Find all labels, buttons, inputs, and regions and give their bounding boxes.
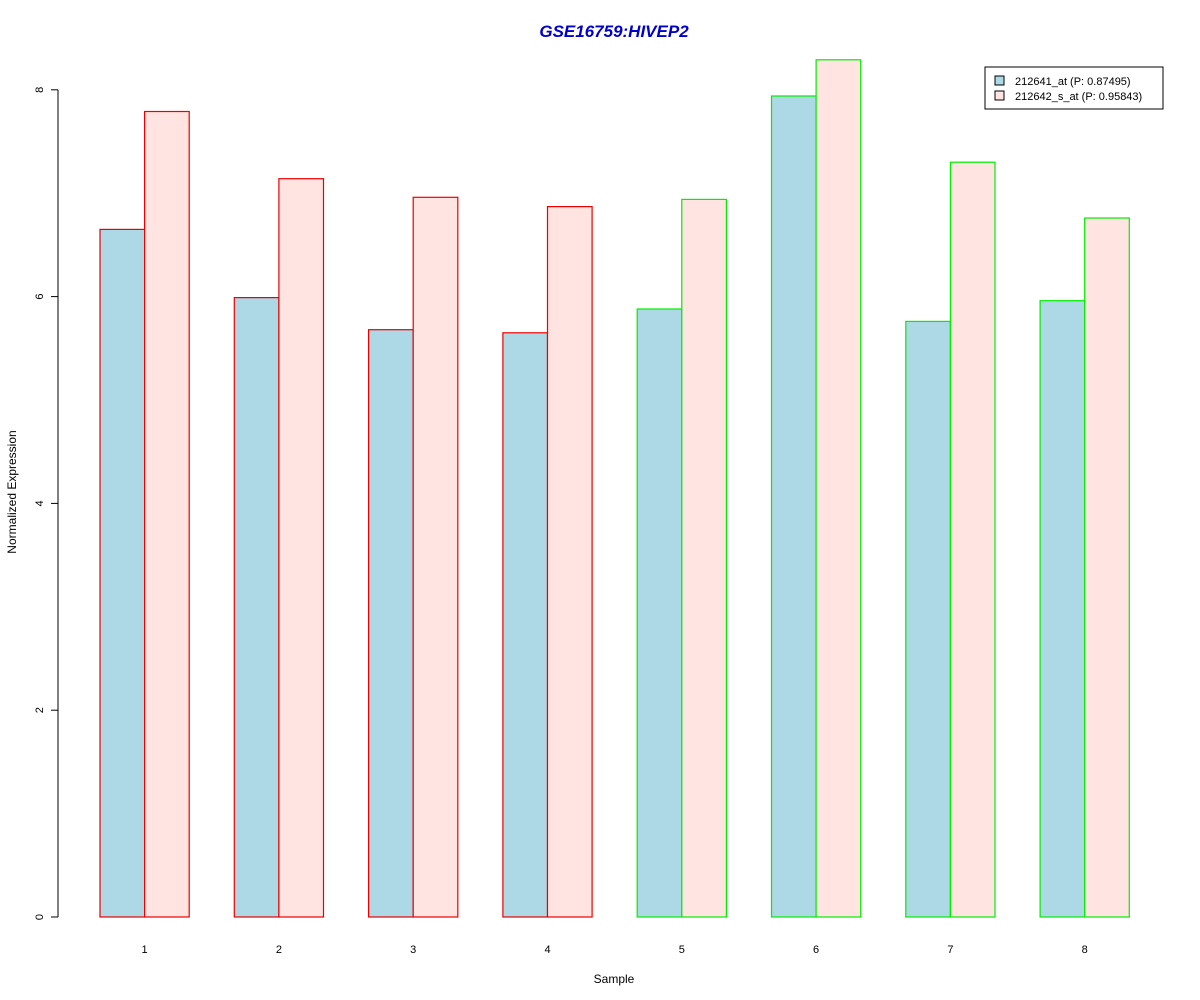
y-tick-label-0: 0 bbox=[34, 914, 46, 920]
bar-sample-4-series-1 bbox=[502, 332, 549, 918]
y-axis: 0 2 4 6 8 bbox=[34, 87, 59, 920]
x-tick-label-3: 3 bbox=[410, 944, 416, 956]
x-tick-label-8: 8 bbox=[1082, 944, 1088, 956]
bar-sample-8-series-1 bbox=[1039, 300, 1086, 918]
x-tick-label-1: 1 bbox=[142, 944, 148, 956]
bar-sample-5-series-1 bbox=[636, 308, 683, 918]
x-axis-tick-labels: 1 2 3 4 5 6 7 8 bbox=[142, 944, 1088, 956]
bar-sample-6-series-1 bbox=[770, 95, 817, 918]
bar-sample-8-series-2 bbox=[1084, 217, 1130, 918]
chart-title: GSE16759:HIVEP2 bbox=[539, 22, 689, 41]
bar-sample-4-series-2 bbox=[546, 206, 593, 918]
legend: 212641_at (P: 0.87495) 212642_s_at (P: 0… bbox=[984, 66, 1164, 110]
bar-sample-3-series-1 bbox=[368, 329, 414, 918]
bar-sample-7-series-1 bbox=[905, 320, 951, 918]
bar-sample-2-series-1 bbox=[233, 297, 280, 918]
x-tick-label-7: 7 bbox=[947, 944, 953, 956]
bar-sample-3-series-2 bbox=[412, 196, 459, 918]
legend-label-series-1: 212641_at (P: 0.87495) bbox=[1015, 76, 1131, 88]
bar-sample-6-series-2 bbox=[815, 59, 862, 918]
legend-swatch-series-1 bbox=[994, 75, 1005, 86]
y-tick-label-4: 4 bbox=[34, 500, 46, 506]
y-tick-label-6: 6 bbox=[34, 294, 46, 300]
legend-box bbox=[984, 66, 1164, 110]
bar-sample-1-series-2 bbox=[144, 110, 190, 918]
x-axis-label: Sample bbox=[594, 972, 635, 986]
x-tick-label-4: 4 bbox=[544, 944, 550, 956]
bar-sample-5-series-2 bbox=[681, 198, 727, 918]
legend-label-series-2: 212642_s_at (P: 0.95843) bbox=[1015, 91, 1142, 103]
y-tick-label-8: 8 bbox=[34, 87, 46, 93]
bar-sample-7-series-2 bbox=[949, 161, 996, 918]
x-tick-label-5: 5 bbox=[679, 944, 685, 956]
x-tick-label-6: 6 bbox=[813, 944, 819, 956]
y-tick-label-2: 2 bbox=[34, 707, 46, 713]
bar-sample-1-series-1 bbox=[99, 228, 146, 918]
bars-layer bbox=[99, 59, 1130, 918]
y-axis-label: Normalized Expression bbox=[5, 430, 19, 553]
x-tick-label-2: 2 bbox=[276, 944, 282, 956]
legend-swatch-series-2 bbox=[994, 90, 1005, 101]
bar-sample-2-series-2 bbox=[278, 178, 325, 918]
